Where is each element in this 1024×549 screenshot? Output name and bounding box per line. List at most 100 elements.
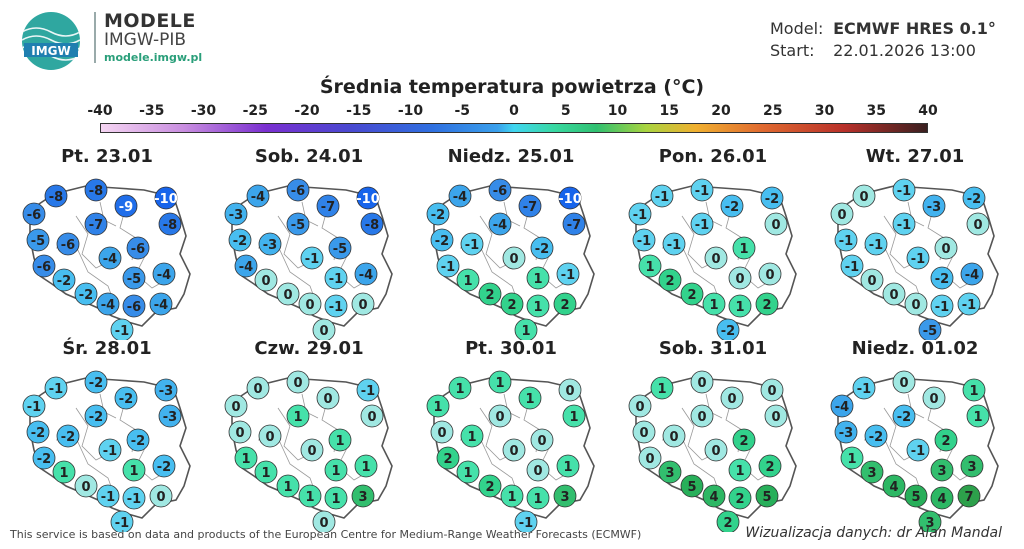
station-value: -2 [119,392,133,407]
station-circle [286,404,310,428]
station-circle [755,292,779,316]
station-value: 1 [739,242,748,257]
station-circle [732,428,756,452]
station-circle [638,446,662,470]
station-marker: -8 [360,212,384,236]
day-label: Pt. 23.01 [61,146,153,167]
station-marker: -3 [834,420,858,444]
station-circle [502,246,526,270]
station-circle [488,212,512,236]
poland-map: -4 -6-10-3-7-8-5-2 -3 -5-1-40 -1 -400 -1 00 [224,178,393,340]
station-marker: 1 [286,404,310,428]
station-value: 0 [565,384,574,399]
station-circle [149,484,173,508]
station-circle [298,484,322,508]
station-circle [460,232,484,256]
station-marker: -1 [906,438,930,462]
day-label: Niedz. 25.01 [447,146,575,167]
station-marker: 5 [680,474,704,498]
station-value: 5 [911,490,920,505]
station-marker: 1 [456,460,480,484]
station-marker: 2 [680,282,704,306]
station-value: 1 [463,466,472,481]
station-marker: -6 [488,178,512,202]
station-value: -1 [637,234,651,249]
station-marker: 0 [760,378,784,402]
station-marker: -2 [114,386,138,410]
station-marker: 0 [526,458,550,482]
station-circle [704,246,728,270]
day-label: Sob. 24.01 [254,146,364,167]
poland-map: 0 -1-20-30-1-1 -1 0-1-10 -2 -400 -1 -1-5 [830,178,999,340]
station-marker: 0 [558,378,582,402]
station-marker: -4 [488,212,512,236]
station-value: 0 [837,208,846,223]
station-marker: 0 [224,394,248,418]
station-circle [316,386,340,410]
station-value: 2 [507,298,516,313]
station-value: -1 [329,272,343,287]
station-marker: 1 [650,376,674,400]
station-value: 0 [635,400,644,415]
scale-tick-label: -10 [397,103,424,119]
station-value: -6 [37,260,51,275]
station-marker: -1 [110,318,134,340]
station-marker: 0 [430,420,454,444]
station-value: 0 [305,298,314,313]
forecast-panel: Pon. 26.01 -1 -1 -2 -1 -2 0 -1 -1 -1 1 0 1 2 0 0 2 1 1 2 -2 [618,146,808,340]
station-circle [658,460,682,484]
station-marker: -6 [122,294,146,318]
station-value: -1 [857,382,871,397]
station-value: 0 [639,426,648,441]
station-value: 2 [765,460,774,475]
station-circle [628,202,652,226]
station-circle [690,212,714,236]
station-value: -10 [154,192,178,207]
station-marker: -1 [122,486,146,510]
forecast-panel: Niedz. 25.01 -4 -6 -10 -2 -7 -7 -4 -2 -1 -2 0 -1 1 1 -1… [416,146,606,340]
station-circle [228,420,252,444]
station-circle [234,254,258,278]
station-circle [44,184,68,208]
station-circle [26,420,50,444]
station-marker: 2 [478,282,502,306]
station-circle [716,510,740,532]
scale-tick-label: 20 [711,103,731,119]
station-circle [760,186,784,210]
station-circle [110,510,134,532]
station-value: -7 [321,200,335,215]
station-marker: -2 [152,454,176,478]
station-value: 2 [443,452,452,467]
station-circle [680,474,704,498]
station-value: -1 [441,260,455,275]
station-marker: -2 [720,194,744,218]
station-circle [26,228,50,252]
station-value: -4 [453,190,467,205]
station-circle [553,292,577,316]
station-marker: -1 [650,184,674,208]
station-circle [448,376,472,400]
station-marker: 0 [312,318,336,340]
station-circle [728,458,752,482]
station-marker: 3 [658,460,682,484]
station-value: -1 [633,208,647,223]
station-marker: -7 [316,194,340,218]
brand-site-link[interactable]: modele.imgw.pl [104,50,203,64]
station-circle [324,294,348,318]
station-value: 1 [645,260,654,275]
station-circle [74,282,98,306]
station-marker: -2 [126,428,150,452]
station-value: -2 [89,410,103,425]
station-value: 1 [129,464,138,479]
station-circle [834,228,858,252]
station-value: -2 [37,452,51,467]
station-circle [518,194,542,218]
station-marker: -2 [74,282,98,306]
station-value: -5 [31,234,45,249]
station-marker: 1 [122,458,146,482]
station-circle [632,228,656,252]
station-circle [852,184,876,208]
station-circle [286,370,310,394]
